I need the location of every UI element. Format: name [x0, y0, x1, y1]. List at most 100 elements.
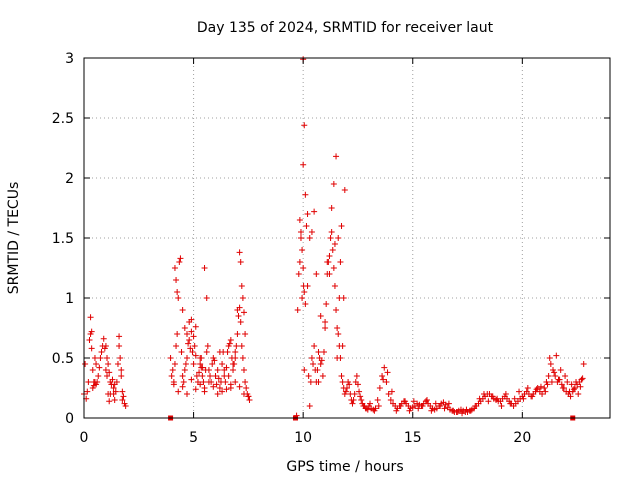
data-point	[410, 398, 417, 405]
data-point	[338, 223, 345, 229]
data-point	[116, 333, 123, 340]
data-point	[402, 398, 409, 405]
data-point	[339, 343, 346, 349]
y-tick-label: 0.5	[52, 351, 74, 367]
data-point	[232, 355, 239, 361]
data-point	[349, 400, 356, 407]
data-point	[472, 403, 479, 409]
data-point	[232, 379, 239, 385]
data-point	[318, 357, 325, 364]
data-point	[305, 373, 312, 379]
data-point	[219, 388, 226, 395]
data-point	[230, 361, 237, 367]
data-point	[330, 265, 337, 271]
x-axis-label: GPS time / hours	[286, 459, 403, 475]
data-point	[334, 325, 341, 331]
data-point	[306, 403, 313, 409]
data-point	[120, 393, 127, 400]
data-point	[328, 205, 335, 211]
data-point	[547, 361, 554, 367]
data-point	[308, 355, 315, 361]
data-point	[174, 331, 181, 337]
data-point	[364, 406, 371, 413]
data-point	[339, 379, 346, 385]
data-point	[118, 373, 125, 379]
data-point	[226, 340, 233, 347]
data-point	[573, 379, 580, 385]
data-point	[511, 395, 518, 402]
data-point	[211, 357, 218, 364]
y-tick-label: 2	[65, 171, 74, 187]
data-point	[371, 407, 378, 414]
data-point	[553, 352, 560, 359]
data-point	[450, 407, 457, 414]
data-point	[551, 369, 558, 376]
data-point	[454, 409, 461, 415]
data-point	[534, 385, 541, 391]
y-tick-label: 0	[65, 411, 74, 427]
data-point	[117, 355, 124, 361]
data-point	[240, 367, 247, 373]
data-point	[102, 367, 109, 373]
y-axis-label: SRMTID / TECUs	[6, 182, 22, 295]
data-point	[375, 403, 382, 409]
data-point	[336, 295, 343, 301]
data-point	[301, 367, 308, 373]
data-point	[341, 187, 348, 193]
data-point	[214, 367, 221, 373]
data-point	[328, 229, 335, 235]
data-point	[552, 373, 559, 379]
data-point	[314, 367, 321, 373]
data-point	[520, 395, 527, 402]
data-point	[313, 271, 320, 277]
data-point	[299, 247, 306, 253]
data-point	[110, 391, 117, 397]
data-point	[544, 381, 551, 388]
data-point	[379, 373, 386, 379]
data-point	[502, 391, 509, 397]
data-point	[203, 349, 210, 355]
data-point	[90, 379, 97, 385]
data-point	[562, 373, 569, 379]
data-point	[529, 393, 536, 400]
data-point	[580, 361, 587, 367]
data-point	[335, 235, 342, 241]
data-point	[105, 361, 112, 367]
data-point	[323, 301, 330, 307]
data-point	[180, 379, 187, 385]
grid-lines	[84, 58, 610, 418]
data-point	[329, 247, 336, 253]
data-point	[97, 355, 104, 361]
data-point	[387, 397, 394, 403]
data-point	[326, 253, 333, 259]
data-point	[577, 383, 584, 390]
data-point	[331, 241, 338, 247]
data-point	[233, 343, 240, 349]
data-point	[91, 355, 98, 361]
data-point	[380, 376, 387, 383]
data-point	[205, 367, 212, 373]
data-point	[191, 343, 198, 349]
data-point	[326, 271, 333, 277]
data-point	[196, 369, 203, 376]
data-point	[118, 367, 125, 373]
data-point	[356, 388, 363, 395]
data-point	[167, 355, 174, 361]
data-point	[545, 373, 552, 379]
data-point	[209, 361, 216, 367]
data-point	[308, 229, 315, 235]
data-point	[104, 373, 111, 379]
data-point	[559, 385, 566, 391]
data-point	[239, 295, 246, 301]
data-point	[315, 379, 322, 385]
x-tick-label: 10	[294, 430, 312, 446]
data-point	[114, 361, 121, 367]
data-point	[489, 393, 496, 400]
axis-ticks	[83, 57, 610, 419]
data-point	[374, 397, 381, 403]
data-point	[307, 379, 314, 385]
data-point	[397, 403, 404, 409]
data-point	[186, 319, 193, 325]
